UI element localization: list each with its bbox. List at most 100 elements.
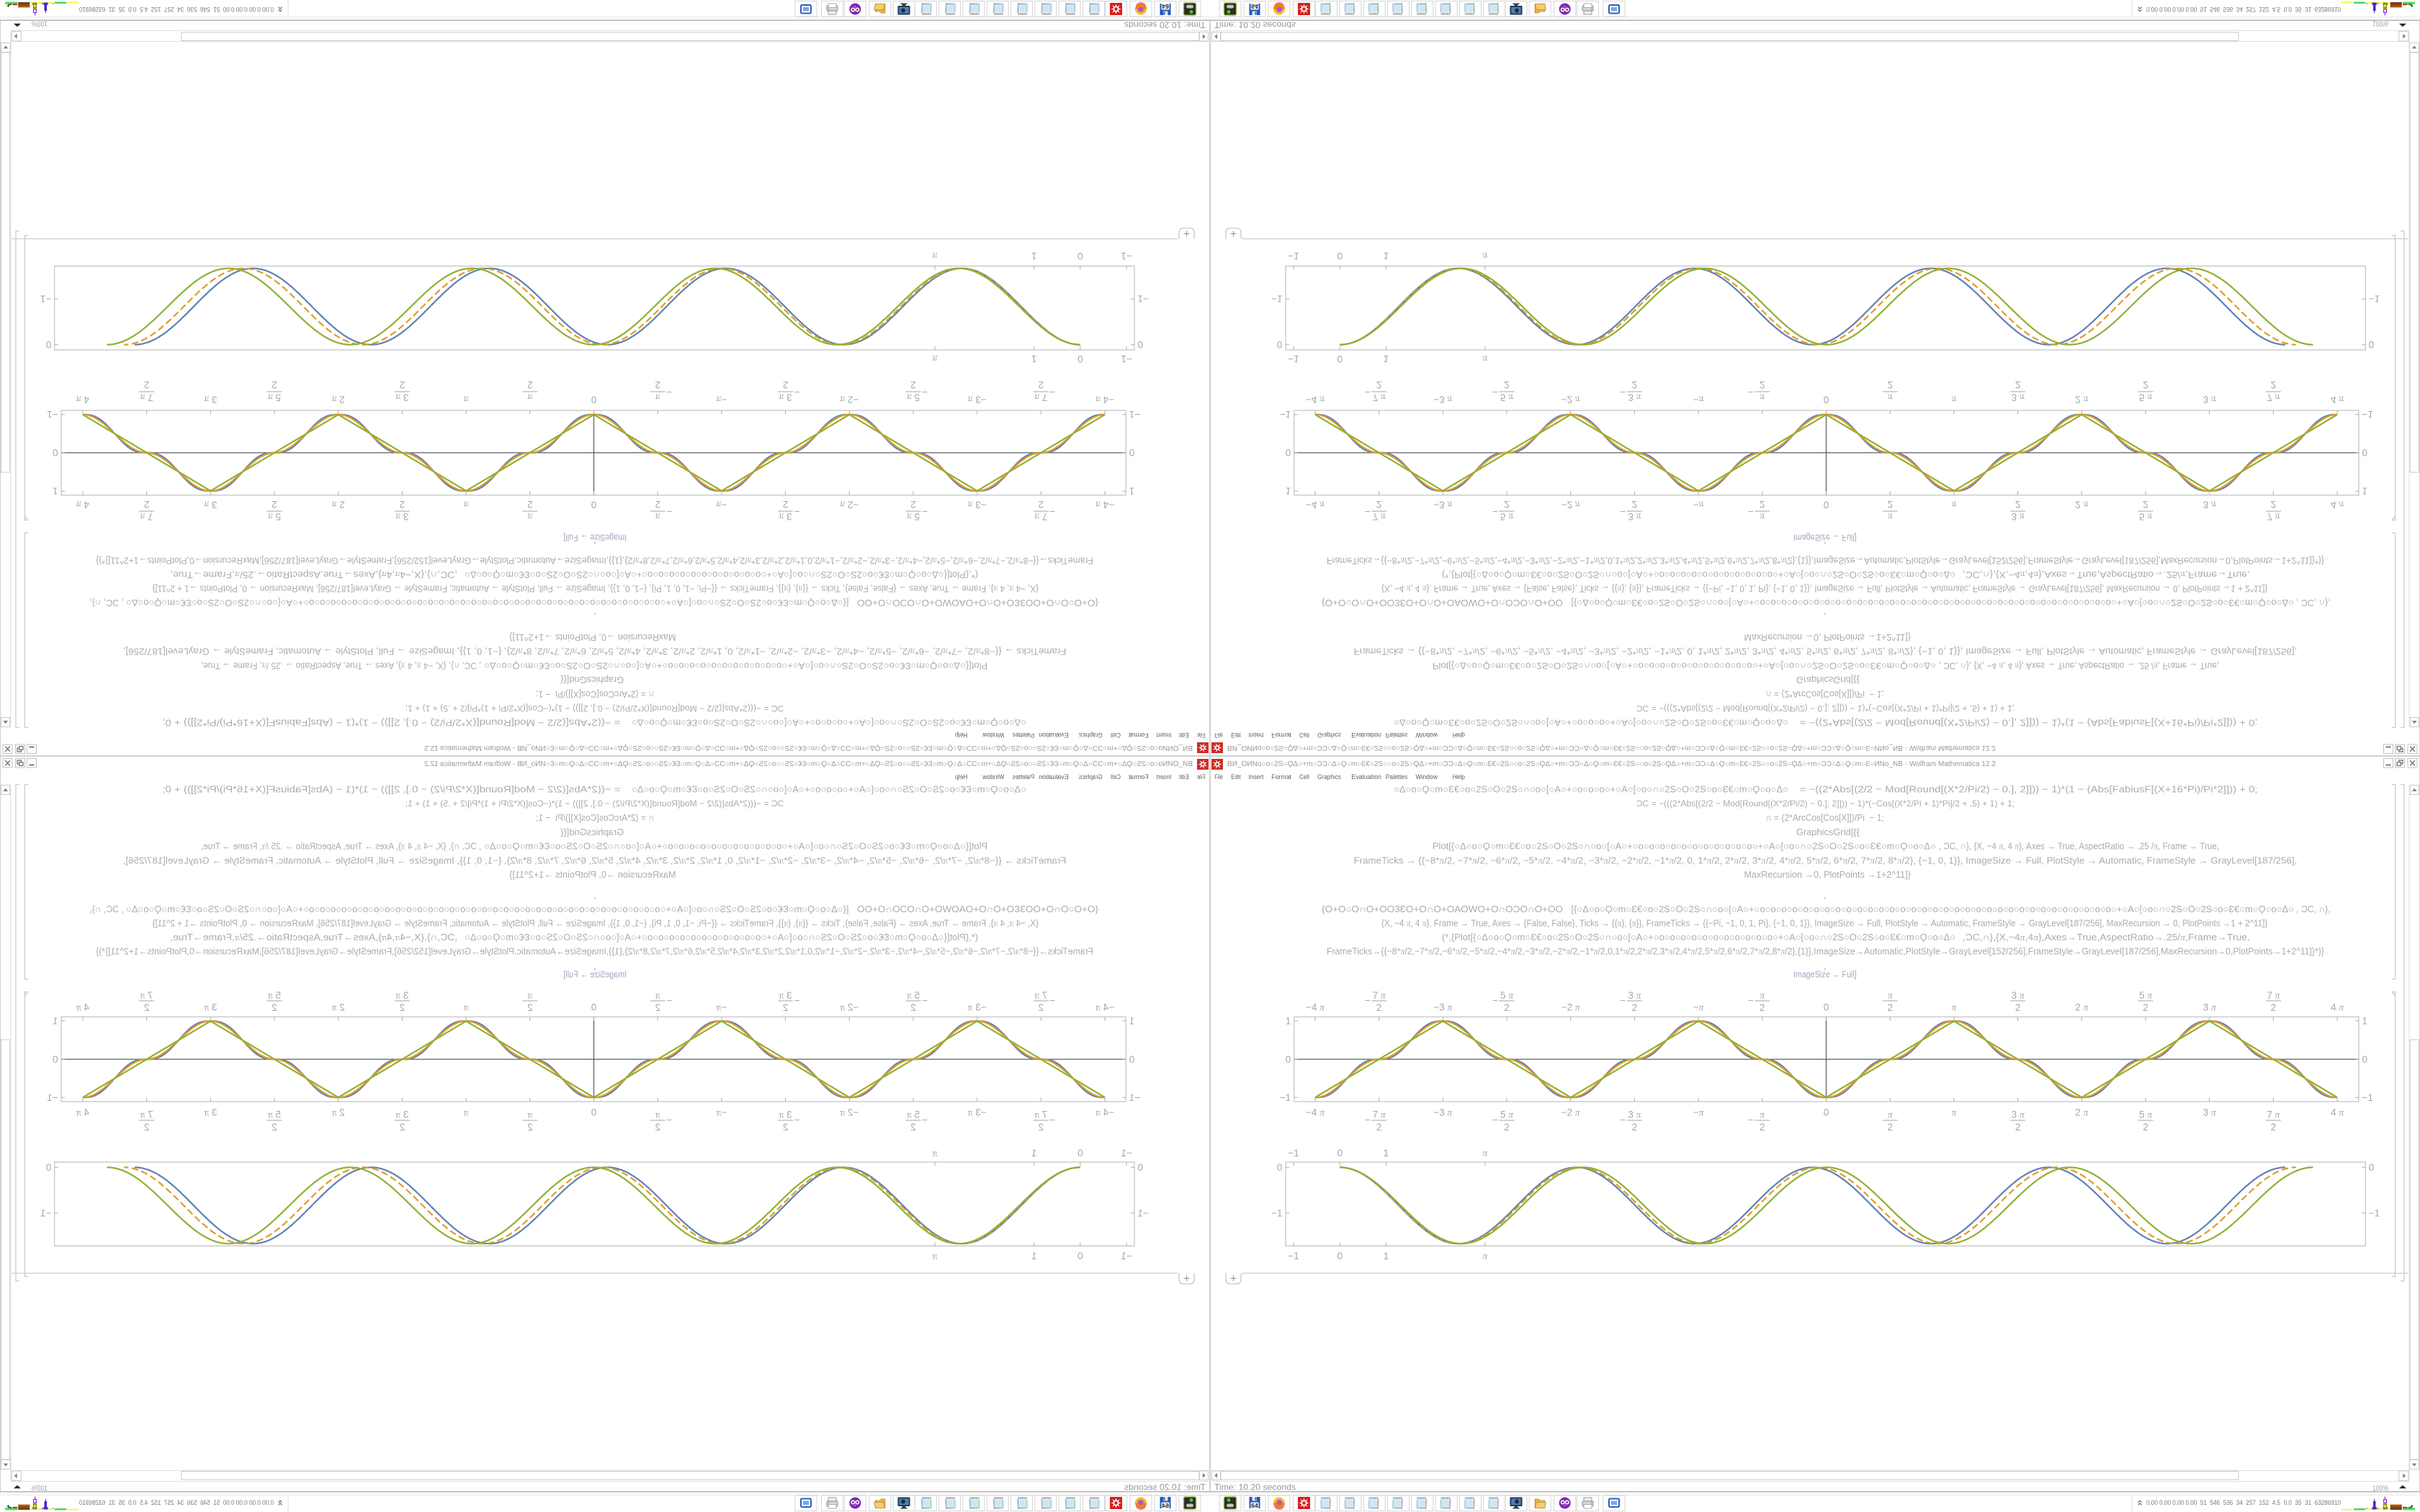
svg-text:2: 2 [144,1002,150,1013]
svg-text:FrameTicks → {{−8*π/2, −7*π/2,: FrameTicks → {{−8*π/2, −7*π/2, −6*π/2, −… [123,855,1067,865]
svg-text:0: 0 [591,500,597,510]
svg-text:3 π: 3 π [778,392,792,403]
svg-text:7 π: 7 π [1034,1109,1047,1120]
svg-text:π: π [655,511,660,522]
svg-text:π: π [462,1002,468,1012]
svg-text:−: − [666,506,672,517]
svg-text:3 π: 3 π [2203,1002,2217,1012]
svg-text:GraphicsGrid[{{: GraphicsGrid[{{ [1796,827,1860,837]
svg-text:1: 1 [1286,485,1291,496]
svg-text:1: 1 [1384,1251,1389,1261]
svg-text:Evaluation: Evaluation [1039,773,1069,780]
svg-text:0.00 0.00 0.00 0.00 51 546: 0.00 0.00 0.00 0.00 51 546 536 34 257 15… [2146,1499,2341,1507]
svg-text:π: π [1888,392,1894,403]
svg-text:2: 2 [1760,1002,1765,1013]
svg-text:Cell: Cell [1111,773,1121,780]
svg-text:0: 0 [1077,1251,1083,1261]
svg-text:2: 2 [1887,499,1893,510]
svg-text:ƆC = −(((2*Abs[(2/2 − Mod[Roun: ƆC = −(((2*Abs[(2/2 − Mod[Round[(X*2/Pi/… [405,798,784,809]
svg-text:3 π: 3 π [778,990,792,1001]
svg-text:2 π: 2 π [2075,1002,2089,1012]
svg-text:(*,{Plot[{○Δ○o○Ϙ○m○Ɛ€○o○2S○O○2: (*,{Plot[{○Δ○o○Ϙ○m○Ɛ€○o○2S○O○2S○∩○o○[○A○… [1442,570,1955,580]
svg-text:1: 1 [2362,1016,2368,1027]
svg-text:2: 2 [910,499,916,510]
svg-text:FrameTicks → {{−8*π/2, −7*π/2,: FrameTicks → {{−8*π/2, −7*π/2, −6*π/2, −… [1354,855,2298,865]
svg-text:−: − [922,995,928,1006]
svg-text:3 π: 3 π [395,392,408,403]
svg-text:Help: Help [955,732,967,739]
svg-text:−1: −1 [1288,1251,1299,1261]
svg-text:1: 1 [1031,1251,1037,1261]
svg-text:ImageSize → Full]: ImageSize → Full] [563,969,627,980]
svg-text:,: , [593,541,596,552]
svg-text:4 π: 4 π [76,1002,89,1012]
svg-text:π: π [1888,990,1894,1001]
svg-text:Evaluation: Evaluation [1351,732,1381,739]
svg-text:π: π [931,251,937,261]
svg-text:2: 2 [1376,379,1382,390]
svg-text:Format: Format [1129,773,1149,780]
svg-text:2: 2 [655,499,660,510]
svg-text:3 π: 3 π [1628,1109,1641,1120]
svg-text:Graphics: Graphics [1317,732,1341,739]
svg-text:−: − [1748,1115,1754,1125]
svg-text:−3 π: −3 π [1433,395,1453,405]
svg-text:Graphics: Graphics [1079,773,1103,780]
svg-text:,ƆC,∩},{X,−4π,4π},Axes→True,As: ,ƆC,∩},{X,−4π,4π},Axes→True,AspectRatio→… [170,932,457,942]
svg-text:−: − [1049,387,1055,397]
svg-text:π: π [1888,1109,1894,1120]
svg-text:0.00 0.00 0.00 0.00 51 546: 0.00 0.00 0.00 0.00 51 546 536 34 257 15… [79,1499,274,1507]
svg-text:0: 0 [1077,1148,1083,1158]
svg-text:, ƆC, ∩}, {X, −4 π, 4 π}, Axes: , ƆC, ∩}, {X, −4 π, 4 π}, Axes → True, A… [201,660,481,671]
svg-text:2: 2 [2143,1122,2148,1133]
svg-text:π: π [1760,511,1765,522]
svg-text:1: 1 [1384,1148,1389,1158]
svg-text:Format: Format [1271,732,1291,739]
svg-text:−2 π: −2 π [1561,500,1581,510]
svg-text:ImageSize → Full]: ImageSize → Full] [1793,532,1857,543]
svg-text:3 π: 3 π [395,1109,408,1120]
svg-text:7 π: 7 π [1034,392,1047,403]
svg-text:2: 2 [655,1122,660,1133]
svg-text:Time: 10.20 seconds: Time: 10.20 seconds [1214,20,1296,30]
svg-text:Edit: Edit [1231,773,1241,780]
svg-text:3 π: 3 π [2012,511,2025,522]
svg-text:Evaluation: Evaluation [1039,732,1069,739]
svg-text:π: π [1952,1002,1958,1012]
svg-text:{O+O○O∩O+OO3ƐO+O∩O+OAOWO+O∩OƆO: {O+O○O∩O+OO3ƐO+O∩O+OAOWO+O∩OƆO∩O+OO [857,598,1098,608]
svg-text:1: 1 [1129,485,1135,496]
svg-text:ВИ_ОИNо○o○2S○ϘΔ○+m○ƆƆ○Δ○Ϙ○m○Ɛ€: ВИ_ОИNо○o○2S○ϘΔ○+m○ƆƆ○Δ○Ϙ○m○Ɛ€○2S○○o○2S○… [424,760,1193,768]
svg-text:−: − [666,1115,672,1125]
svg-text:7 π: 7 π [2267,990,2280,1001]
svg-text:−: − [922,387,928,397]
svg-text:1: 1 [53,1016,58,1027]
svg-text:Cell: Cell [1299,773,1309,780]
svg-text:π: π [1952,500,1958,510]
svg-text:Edit: Edit [1179,773,1189,780]
svg-text:, ƆC, ∩},: , ƆC, ∩}, [89,598,124,608]
svg-text:7 π: 7 π [139,1109,153,1120]
svg-text:−1: −1 [47,409,58,420]
svg-text:−1: −1 [1288,354,1299,364]
svg-text:2: 2 [2015,499,2021,510]
svg-text:(*,{Plot[{○Δ○o○Ϙ○m○Ɛ€○o○2S○O○2: (*,{Plot[{○Δ○o○Ϙ○m○Ɛ€○o○2S○O○2S○∩○o○[○A○… [465,932,978,942]
svg-text:−4 π: −4 π [1095,395,1114,405]
svg-text:2: 2 [1760,499,1765,510]
svg-text:2: 2 [1376,1002,1382,1013]
svg-text:0.00 0.00 0.00 0.00 51 546: 0.00 0.00 0.00 0.00 51 546 536 34 257 15… [2146,5,2341,13]
svg-text:−: − [1492,995,1498,1006]
svg-text:−1: −1 [1129,409,1140,420]
svg-text:0: 0 [591,1107,597,1117]
svg-text:−1: −1 [1121,1251,1131,1261]
svg-text:0: 0 [591,395,597,405]
svg-text:MaxRecursion →0, PlotPoints →1: MaxRecursion →0, PlotPoints →1+2^11]} [508,632,676,643]
svg-text:2: 2 [1632,1002,1638,1013]
svg-text:FrameTicks → {{−8*π/2, −7*π/2,: FrameTicks → {{−8*π/2, −7*π/2, −6*π/2, −… [1354,647,2298,657]
svg-text:○Δ○o○Ϙ○m○Ɛ€○o○2S○O○2S○∩○o○[○A○: ○Δ○o○Ϙ○m○Ɛ€○o○2S○O○2S○∩○o○[○A○+○o○o○o○+○… [1394,717,1788,728]
svg-text:2: 2 [1632,379,1638,390]
svg-text:2: 2 [1504,379,1510,390]
svg-text:−: − [1365,1115,1371,1125]
svg-text:,ƆC,∩},{X,−4π,4π},Axes→True,As: ,ƆC,∩},{X,−4π,4π},Axes→True,AspectRatio→… [170,570,457,580]
svg-text:π: π [1483,251,1489,261]
svg-text:−: − [1748,995,1754,1006]
